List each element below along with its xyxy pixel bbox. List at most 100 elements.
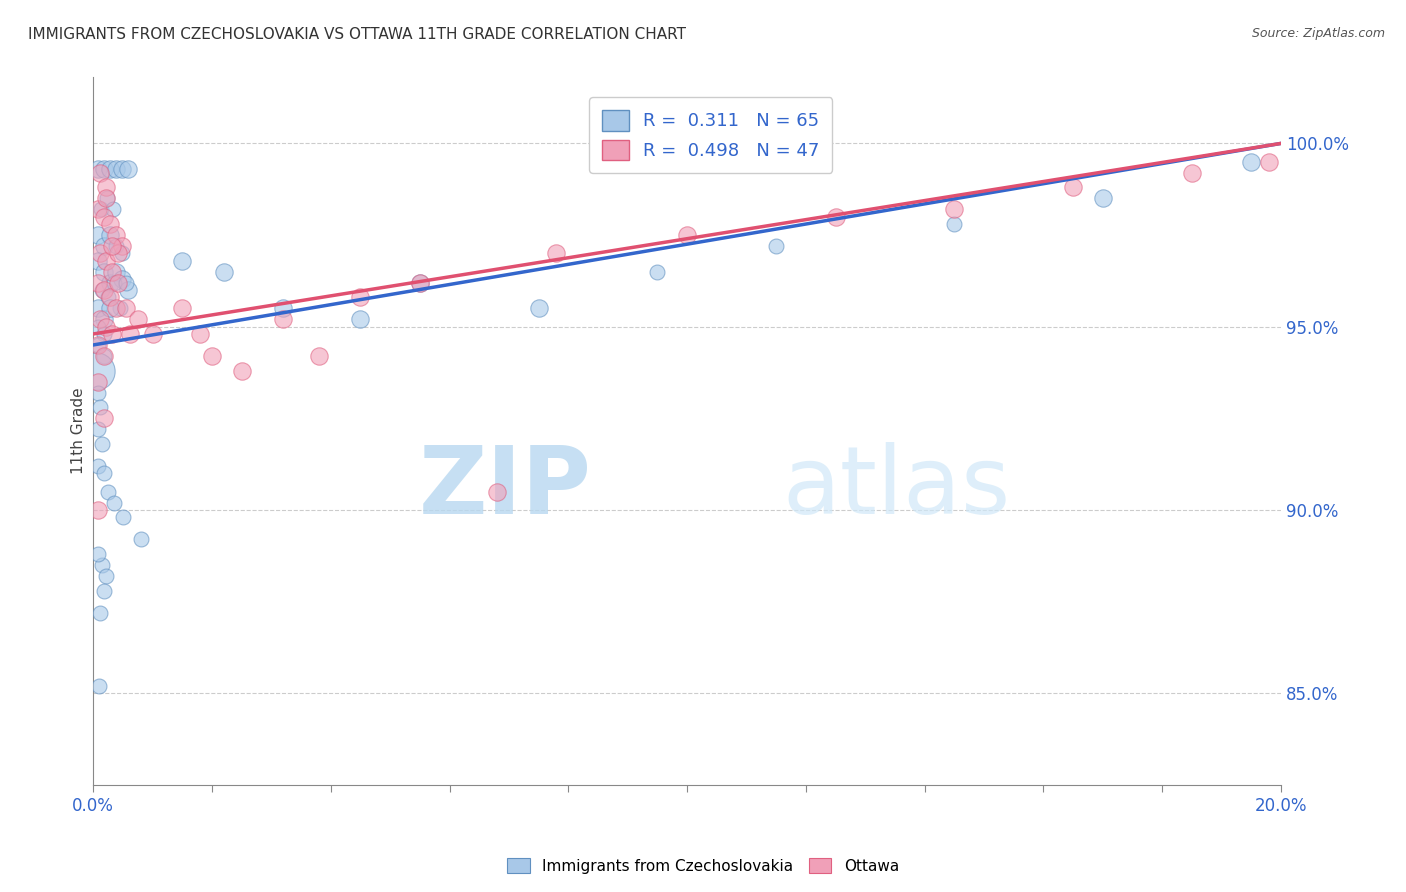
Point bbox=[96, 319, 118, 334]
Point bbox=[1181, 166, 1204, 180]
Point bbox=[96, 191, 118, 205]
Point bbox=[943, 217, 966, 231]
Point bbox=[308, 349, 330, 363]
Point bbox=[107, 246, 129, 260]
Point bbox=[103, 276, 125, 290]
Point bbox=[87, 385, 110, 400]
Point bbox=[271, 301, 294, 316]
Point bbox=[87, 458, 110, 473]
Point bbox=[93, 265, 115, 279]
Point bbox=[96, 191, 118, 205]
Point bbox=[104, 301, 127, 316]
Point bbox=[96, 253, 118, 268]
Point bbox=[824, 210, 846, 224]
Point bbox=[765, 239, 787, 253]
Point bbox=[96, 569, 118, 583]
Point bbox=[90, 202, 112, 217]
Point bbox=[93, 326, 115, 341]
Point bbox=[98, 162, 121, 177]
Point bbox=[93, 467, 115, 481]
Point bbox=[129, 532, 152, 546]
Point bbox=[943, 202, 966, 217]
Point bbox=[93, 210, 115, 224]
Point bbox=[98, 290, 121, 304]
Point bbox=[97, 290, 120, 304]
Point bbox=[111, 272, 134, 286]
Point bbox=[87, 276, 110, 290]
Point bbox=[96, 180, 118, 194]
Point bbox=[104, 265, 127, 279]
Point bbox=[87, 422, 110, 436]
Point bbox=[89, 679, 111, 693]
Point bbox=[87, 227, 110, 242]
Point bbox=[107, 276, 129, 290]
Point bbox=[89, 246, 111, 260]
Point bbox=[111, 162, 134, 177]
Point bbox=[98, 301, 121, 316]
Point bbox=[142, 326, 165, 341]
Point bbox=[117, 283, 139, 297]
Point bbox=[89, 312, 111, 326]
Point bbox=[93, 349, 115, 363]
Point bbox=[87, 319, 110, 334]
Point bbox=[527, 301, 550, 316]
Point bbox=[201, 349, 224, 363]
Text: atlas: atlas bbox=[782, 442, 1011, 533]
Point bbox=[111, 239, 134, 253]
Point bbox=[87, 547, 110, 561]
Point bbox=[349, 312, 371, 326]
Point bbox=[103, 495, 125, 509]
Point bbox=[1062, 180, 1084, 194]
Point bbox=[188, 326, 211, 341]
Point bbox=[87, 375, 110, 389]
Point bbox=[1258, 154, 1281, 169]
Point bbox=[97, 484, 120, 499]
Point bbox=[115, 276, 138, 290]
Y-axis label: 11th Grade: 11th Grade bbox=[72, 388, 86, 475]
Point bbox=[87, 301, 110, 316]
Point bbox=[409, 276, 432, 290]
Point bbox=[172, 301, 194, 316]
Point bbox=[101, 202, 124, 217]
Point bbox=[101, 239, 124, 253]
Point bbox=[87, 338, 110, 352]
Point bbox=[93, 312, 115, 326]
Text: IMMIGRANTS FROM CZECHOSLOVAKIA VS OTTAWA 11TH GRADE CORRELATION CHART: IMMIGRANTS FROM CZECHOSLOVAKIA VS OTTAWA… bbox=[28, 27, 686, 42]
Point bbox=[1240, 154, 1263, 169]
Point bbox=[93, 349, 115, 363]
Point bbox=[117, 162, 139, 177]
Point bbox=[101, 265, 124, 279]
Point bbox=[486, 484, 509, 499]
Point bbox=[89, 606, 111, 620]
Point bbox=[546, 246, 568, 260]
Point bbox=[231, 364, 253, 378]
Point bbox=[172, 253, 194, 268]
Point bbox=[212, 265, 235, 279]
Point bbox=[115, 301, 138, 316]
Point bbox=[118, 326, 141, 341]
Point bbox=[87, 338, 110, 352]
Point bbox=[409, 276, 432, 290]
Point bbox=[87, 202, 110, 217]
Point bbox=[111, 246, 134, 260]
Point bbox=[91, 558, 114, 572]
Point bbox=[87, 162, 110, 177]
Point bbox=[104, 239, 127, 253]
Point bbox=[104, 227, 127, 242]
Point bbox=[1091, 191, 1114, 205]
Point bbox=[93, 283, 115, 297]
Point bbox=[98, 276, 121, 290]
Point bbox=[89, 166, 111, 180]
Point bbox=[676, 227, 699, 242]
Point bbox=[84, 364, 107, 378]
Point bbox=[93, 162, 115, 177]
Point bbox=[108, 301, 131, 316]
Point bbox=[93, 583, 115, 598]
Point bbox=[101, 326, 124, 341]
Point bbox=[98, 217, 121, 231]
Point bbox=[98, 227, 121, 242]
Point bbox=[349, 290, 371, 304]
Text: Source: ZipAtlas.com: Source: ZipAtlas.com bbox=[1251, 27, 1385, 40]
Point bbox=[91, 283, 114, 297]
Point bbox=[271, 312, 294, 326]
